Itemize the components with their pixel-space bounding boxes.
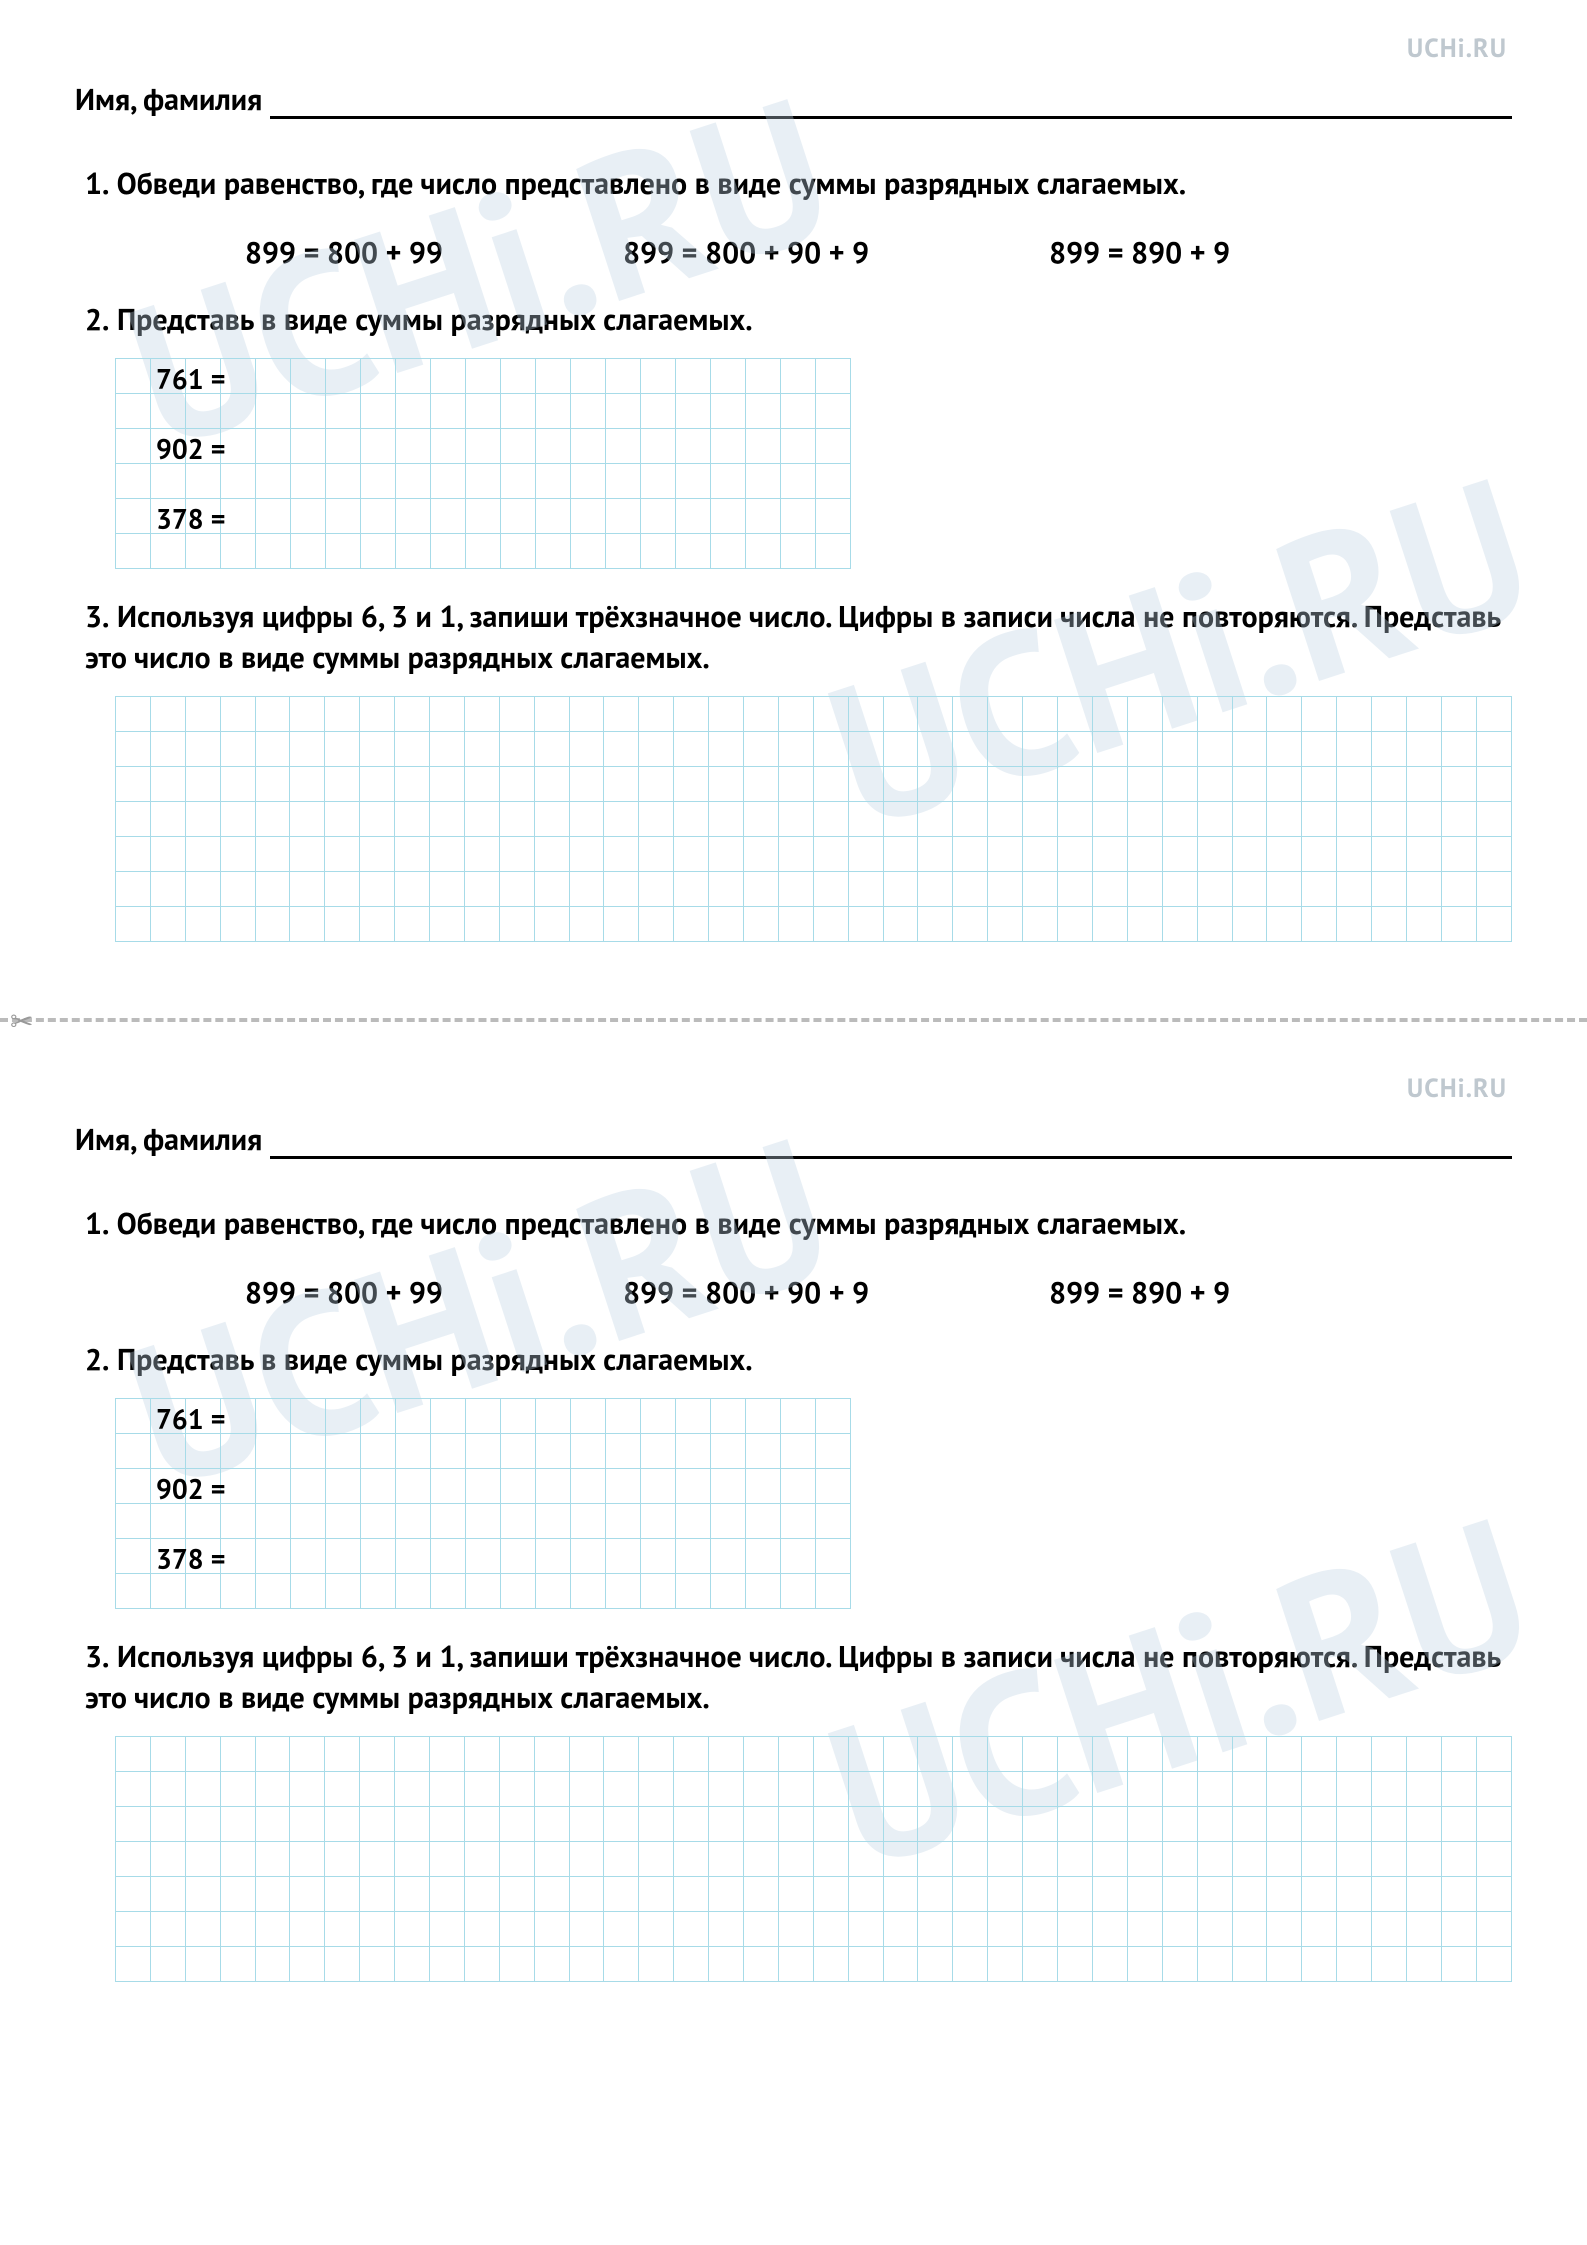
brand-logo: UCHi.RU [1407,32,1507,65]
scissors-icon: ✂ [10,1002,33,1039]
name-label: Имя, фамилия [75,1120,262,1159]
cut-dashes [0,1018,1587,1022]
task-2-item-1: 761 = [156,360,225,397]
task-2-text: Представь в виде суммы разрядных слагаем… [117,1340,753,1379]
name-label: Имя, фамилия [75,80,262,119]
cut-line: ✂ [0,1000,1587,1040]
task-2-text: Представь в виде суммы разрядных слагаем… [117,300,753,339]
task-1-number: 1. [85,164,109,205]
task-2-prompt: 2. Представь в виде суммы разрядных слаг… [75,300,1512,341]
task-1-options: 899 = 800 + 99 899 = 800 + 90 + 9 899 = … [75,233,1512,272]
name-input-line[interactable] [270,1156,1512,1159]
task-2-grid[interactable]: 761 = 902 = 378 = [115,358,1512,569]
task-3: 3. Используя цифры 6, 3 и 1, запиши трёх… [75,597,1512,942]
task-1-number: 1. [85,1204,109,1245]
task-2: 2. Представь в виде суммы разрядных слаг… [75,300,1512,570]
task-3-grid[interactable] [115,696,1512,942]
task-1-prompt: 1. Обведи равенство, где число представл… [75,164,1512,205]
task-2-item-3: 378 = [156,500,225,537]
task-1-prompt: 1. Обведи равенство, где число представл… [75,1204,1512,1245]
task-2-number: 2. [85,1340,109,1381]
task-1-option-b[interactable]: 899 = 800 + 90 + 9 [623,1273,869,1312]
task-1-option-c[interactable]: 899 = 890 + 9 [1049,1273,1230,1312]
task-2-item-1: 761 = [156,1400,225,1437]
task-3-text: Используя цифры 6, 3 и 1, запиши трёхзна… [85,597,1500,677]
task-2-item-2: 902 = [156,1470,225,1507]
task-1-option-b[interactable]: 899 = 800 + 90 + 9 [623,233,869,272]
task-2-prompt: 2. Представь в виде суммы разрядных слаг… [75,1340,1512,1381]
task-1-option-c[interactable]: 899 = 890 + 9 [1049,233,1230,272]
task-3: 3. Используя цифры 6, 3 и 1, запиши трёх… [75,1637,1512,1982]
task-1-option-a[interactable]: 899 = 800 + 99 [245,1273,443,1312]
task-2-item-3: 378 = [156,1540,225,1577]
name-field-row: Имя, фамилия [75,80,1512,119]
task-2-number: 2. [85,300,109,341]
task-1-options: 899 = 800 + 99 899 = 800 + 90 + 9 899 = … [75,1273,1512,1312]
task-1-text: Обведи равенство, где число представлено… [117,1204,1187,1243]
task-2: 2. Представь в виде суммы разрядных слаг… [75,1340,1512,1610]
task-2-item-2: 902 = [156,430,225,467]
brand-logo: UCHi.RU [1407,1072,1507,1105]
task-2-grid[interactable]: 761 = 902 = 378 = [115,1398,1512,1609]
worksheet-copy-2: UCHi.RU UCHi.RU UCHi.RU Имя, фамилия 1. … [0,1040,1587,2040]
task-1-option-a[interactable]: 899 = 800 + 99 [245,233,443,272]
task-3-grid[interactable] [115,1736,1512,1982]
task-3-prompt: 3. Используя цифры 6, 3 и 1, запиши трёх… [75,1637,1512,1718]
name-field-row: Имя, фамилия [75,1120,1512,1159]
task-1-text: Обведи равенство, где число представлено… [117,164,1187,203]
worksheet-copy-1: UCHi.RU UCHi.RU UCHi.RU Имя, фамилия 1. … [0,0,1587,1000]
task-3-prompt: 3. Используя цифры 6, 3 и 1, запиши трёх… [75,597,1512,678]
task-1: 1. Обведи равенство, где число представл… [75,1204,1512,1312]
task-3-text: Используя цифры 6, 3 и 1, запиши трёхзна… [85,1637,1500,1717]
task-1: 1. Обведи равенство, где число представл… [75,164,1512,272]
name-input-line[interactable] [270,116,1512,119]
task-3-number: 3. [85,1637,109,1678]
task-3-number: 3. [85,597,109,638]
